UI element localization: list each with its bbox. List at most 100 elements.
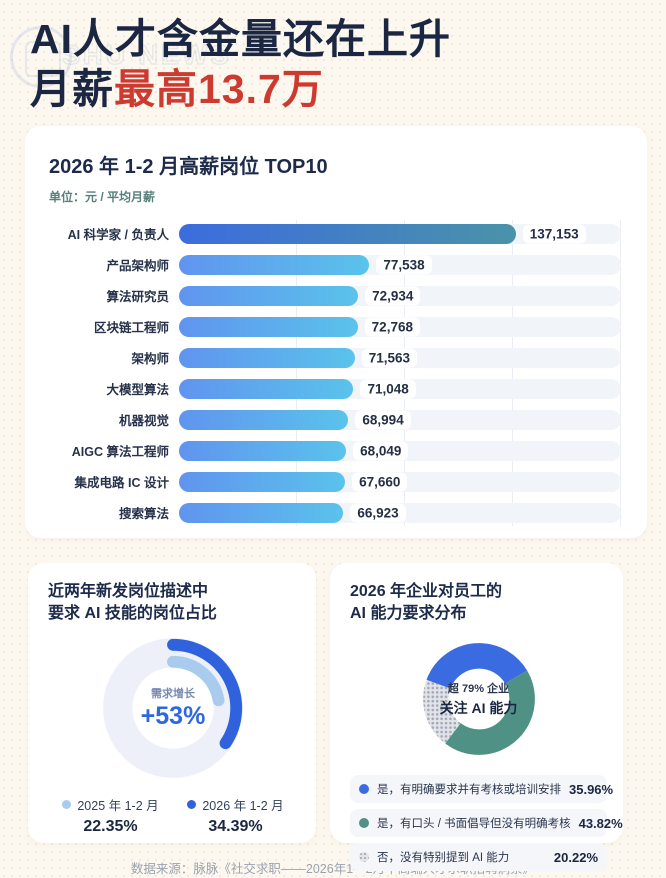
arc-2025 xyxy=(167,655,225,707)
salary-chart-title: 2026 年 1-2 月高薪岗位 TOP10 xyxy=(49,156,328,178)
growth-center: 需求增长 +53% xyxy=(141,685,206,731)
growth-center-label: 需求增长 xyxy=(150,688,195,700)
legend-value: 43.82% xyxy=(578,815,623,831)
chart-row: AIGC 算法工程师 68,049 xyxy=(49,435,623,466)
bar-track: 67,660 xyxy=(179,471,621,492)
bar-track: 137,153 xyxy=(179,223,621,244)
legend-row: 是，有口头 / 书面倡导但没有明确考核 43.82% xyxy=(350,809,623,837)
subtitle-dark: 月薪 xyxy=(30,66,114,112)
legend-label: 否，没有特别提到 AI 能力 xyxy=(377,852,510,864)
salary-card: 2026 年 1-2 月高薪岗位 TOP10 单位：元 / 平均月薪 AI 科学… xyxy=(25,126,647,538)
legend-dot-icon xyxy=(359,784,369,794)
bar-label: 产品架构师 xyxy=(106,259,169,273)
chart-row: 产品架构师 77,538 xyxy=(49,249,623,280)
bar-track: 72,934 xyxy=(179,285,621,306)
bar-value: 71,563 xyxy=(361,348,418,367)
growth-card-title: 近两年新发岗位描述中 要求 AI 技能的岗位占比 xyxy=(48,583,217,622)
chart-row: 算法研究员 72,934 xyxy=(49,280,623,311)
bar-track: 66,923 xyxy=(179,502,621,523)
bar-value: 68,049 xyxy=(353,441,409,460)
watermark-badge-icon xyxy=(10,26,72,88)
bar-fill xyxy=(179,347,355,368)
bar-label: 区块链工程师 xyxy=(93,321,169,335)
ai-demand-legend: 是，有明确要求并有考核或培训安排 35.96% 是，有口头 / 书面倡导但没有明确考… xyxy=(350,775,623,871)
legend-row: 否，没有特别提到 AI 能力 20.22% xyxy=(350,843,607,871)
ai-demand-title: 2026 年企业对员工的 AI 能力要求分布 xyxy=(350,583,503,622)
donut-slice-1 xyxy=(422,643,535,755)
bar-value: 137,153 xyxy=(522,224,586,243)
bar-value: 72,934 xyxy=(365,286,421,305)
bar-label: 搜索算法 xyxy=(118,507,169,521)
growth-arc-svg xyxy=(103,638,243,778)
bar-track: 68,994 xyxy=(179,409,621,430)
bar-label: 架构师 xyxy=(131,352,169,366)
chart-row: 搜索算法 66,923 xyxy=(49,497,623,528)
page-subtitle: 月薪最高13.7万 xyxy=(30,64,666,114)
legend-value: 34.39% xyxy=(208,818,263,835)
legend-value: 22.35% xyxy=(83,818,138,835)
legend-dot-icon xyxy=(187,800,197,809)
bar-fill xyxy=(179,378,354,399)
chart-row: 大模型算法 71,048 xyxy=(49,373,623,404)
chart-row: 区块链工程师 72,768 xyxy=(49,311,623,342)
page-title: AI人才含金量还在上升 xyxy=(30,16,451,62)
salary-bar-chart: AI 科学家 / 负责人 137,153 产品架构师 77,538 算法研究员 72,93… xyxy=(49,218,623,528)
salary-chart-unit: 单位：元 / 平均月薪 xyxy=(49,190,156,204)
legend-dot-icon xyxy=(62,800,72,809)
bar-label: AI 科学家 / 负责人 xyxy=(67,228,169,242)
ai-demand-card: 2026 年企业对员工的 AI 能力要求分布 超 79% 企业 关注 AI 能力… xyxy=(330,563,623,871)
legend-dot-icon xyxy=(359,852,369,862)
legend-row: 是，有明确要求并有考核或培训安排 35.96% xyxy=(350,775,613,803)
legend-value: 20.22% xyxy=(553,849,598,865)
legend-label: 是，有明确要求并有考核或培训安排 xyxy=(377,784,561,796)
arc-2026 xyxy=(167,638,243,750)
bar-label: 算法研究员 xyxy=(106,290,169,304)
arc-track xyxy=(103,638,243,778)
chart-row: 集成电路 IC 设计 67,660 xyxy=(49,466,623,497)
subtitle-highlight: 最高13.7万 xyxy=(114,66,324,112)
bar-value: 68,994 xyxy=(355,410,411,429)
bar-label: 机器视觉 xyxy=(118,414,169,428)
header: SHU NEWS AI人才含金量还在上升 月薪最高13.7万 xyxy=(0,0,666,114)
bar-label: 大模型算法 xyxy=(106,383,169,397)
gridline xyxy=(620,220,621,526)
chart-row: AI 科学家 / 负责人 137,153 xyxy=(49,218,623,249)
bar-value: 71,048 xyxy=(360,379,416,398)
gridline xyxy=(512,220,513,526)
growth-center-value: +53% xyxy=(140,702,206,730)
bottom-section: 近两年新发岗位描述中 要求 AI 技能的岗位占比 需求增长 +53% 2025 … xyxy=(28,563,666,871)
donut-slice-0 xyxy=(422,643,535,755)
legend-label: 2025 年 1-2 月 xyxy=(77,799,159,813)
legend-label: 是，有口头 / 书面倡导但没有明确考核 xyxy=(377,818,571,830)
chart-row: 机器视觉 68,994 xyxy=(49,404,623,435)
legend-item: 2025 年 1-2 月 22.35% xyxy=(62,795,159,836)
bar-track: 77,538 xyxy=(179,254,621,275)
bar-fill xyxy=(179,316,358,337)
bar-value: 67,660 xyxy=(352,472,408,491)
bar-track: 71,563 xyxy=(179,347,621,368)
legend-label: 2026 年 1-2 月 xyxy=(202,799,284,813)
bar-fill xyxy=(179,223,516,244)
donut-center-line1: 超 79% 企业 xyxy=(447,683,510,695)
bar-fill xyxy=(179,254,370,275)
bar-fill xyxy=(179,471,346,492)
donut-center: 超 79% 企业 关注 AI 能力 xyxy=(440,680,518,718)
gridline xyxy=(296,220,297,526)
bar-value: 77,538 xyxy=(376,255,432,274)
gridline xyxy=(404,220,405,526)
bar-track: 71,048 xyxy=(179,378,621,399)
legend-value: 35.96% xyxy=(569,781,614,797)
bar-fill xyxy=(179,502,344,523)
chart-row: 架构师 71,563 xyxy=(49,342,623,373)
growth-arc-chart: 需求增长 +53% xyxy=(48,629,298,787)
bar-fill xyxy=(179,409,349,430)
gridlines xyxy=(189,220,621,526)
watermark-text: SHU NEWS xyxy=(61,39,232,70)
legend-dot-icon xyxy=(359,818,369,828)
bar-track: 68,049 xyxy=(179,440,621,461)
legend-item: 2026 年 1-2 月 34.39% xyxy=(187,795,284,836)
bar-label: AIGC 算法工程师 xyxy=(71,445,169,459)
bar-label: 集成电路 IC 设计 xyxy=(74,476,169,490)
bar-track: 72,768 xyxy=(179,316,621,337)
